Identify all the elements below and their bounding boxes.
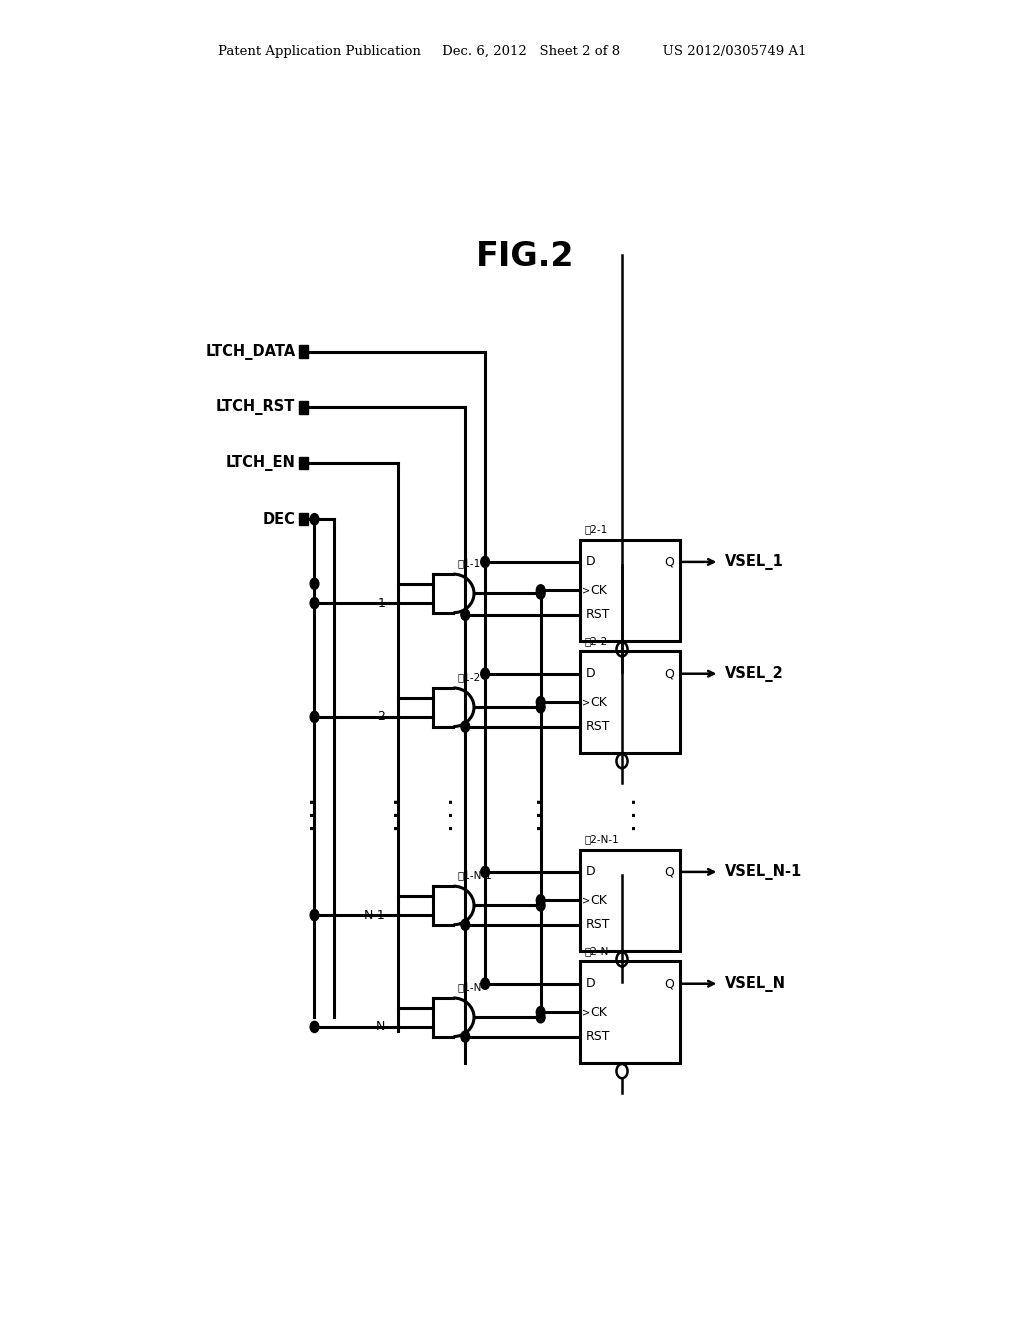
Text: N: N — [376, 1020, 385, 1034]
Text: Q: Q — [665, 667, 674, 680]
Text: · · ·: · · · — [627, 797, 645, 830]
Text: · · ·: · · · — [305, 797, 324, 830]
Text: Q: Q — [665, 556, 674, 569]
Text: D: D — [586, 556, 596, 569]
Text: >: > — [582, 585, 590, 595]
Text: · · ·: · · · — [531, 797, 550, 830]
Text: ␹2-2: ␹2-2 — [585, 636, 607, 647]
Circle shape — [537, 1007, 545, 1018]
Text: · · ·: · · · — [389, 797, 407, 830]
Text: RST: RST — [586, 609, 610, 622]
Text: D: D — [586, 866, 596, 878]
Text: ␹2-1: ␹2-1 — [585, 524, 607, 535]
Circle shape — [537, 702, 545, 713]
Bar — [581, 540, 680, 642]
Circle shape — [537, 1011, 545, 1023]
Circle shape — [461, 1031, 470, 1043]
Circle shape — [461, 721, 470, 733]
Text: Q: Q — [665, 977, 674, 990]
Text: LTCH_RST: LTCH_RST — [216, 400, 296, 416]
Text: >: > — [582, 1007, 590, 1018]
Text: >: > — [582, 895, 590, 906]
Text: · · ·: · · · — [444, 797, 463, 830]
Text: ␹2-N-1: ␹2-N-1 — [585, 834, 620, 845]
Bar — [581, 961, 680, 1063]
Circle shape — [461, 609, 470, 620]
Text: CK: CK — [590, 583, 607, 597]
Bar — [299, 401, 308, 413]
Text: VSEL_2: VSEL_2 — [725, 665, 783, 681]
Text: ␹1-N-1: ␹1-N-1 — [458, 870, 493, 880]
Text: RST: RST — [586, 1030, 610, 1043]
Circle shape — [310, 578, 318, 589]
Text: >: > — [582, 697, 590, 708]
Circle shape — [480, 978, 489, 989]
Text: ␹1-N: ␹1-N — [458, 982, 481, 991]
Text: CK: CK — [590, 696, 607, 709]
Circle shape — [310, 711, 318, 722]
Text: ␹1-1: ␹1-1 — [458, 558, 480, 568]
Circle shape — [310, 1022, 318, 1032]
Text: VSEL_N-1: VSEL_N-1 — [725, 863, 802, 880]
Text: LTCH_EN: LTCH_EN — [225, 455, 296, 471]
Bar — [299, 457, 308, 470]
Text: FIG.2: FIG.2 — [475, 240, 574, 273]
Text: 2: 2 — [377, 710, 385, 723]
Text: VSEL_N: VSEL_N — [725, 975, 785, 991]
Text: LTCH_DATA: LTCH_DATA — [205, 343, 296, 359]
Circle shape — [537, 697, 545, 708]
Bar — [581, 651, 680, 752]
Circle shape — [461, 919, 470, 931]
Circle shape — [537, 585, 545, 595]
Circle shape — [310, 598, 318, 609]
Text: Patent Application Publication     Dec. 6, 2012   Sheet 2 of 8          US 2012/: Patent Application Publication Dec. 6, 2… — [218, 45, 806, 58]
Text: RST: RST — [586, 721, 610, 733]
Text: 1: 1 — [377, 597, 385, 610]
Text: N-1: N-1 — [364, 908, 385, 921]
Text: ␹2-N: ␹2-N — [585, 946, 608, 956]
Circle shape — [480, 668, 489, 680]
Text: CK: CK — [590, 894, 607, 907]
Circle shape — [480, 556, 489, 568]
Circle shape — [537, 587, 545, 599]
Text: ␹1-2: ␹1-2 — [458, 672, 480, 682]
Bar — [299, 513, 308, 525]
Text: DEC: DEC — [262, 512, 296, 527]
Circle shape — [310, 909, 318, 921]
Bar — [299, 346, 308, 358]
Text: D: D — [586, 977, 596, 990]
Circle shape — [310, 513, 318, 525]
Text: RST: RST — [586, 919, 610, 932]
Text: CK: CK — [590, 1006, 607, 1019]
Text: D: D — [586, 667, 596, 680]
Circle shape — [480, 866, 489, 878]
Circle shape — [537, 900, 545, 911]
Text: VSEL_1: VSEL_1 — [725, 554, 783, 570]
Circle shape — [537, 895, 545, 906]
Bar — [581, 850, 680, 952]
Text: Q: Q — [665, 866, 674, 878]
